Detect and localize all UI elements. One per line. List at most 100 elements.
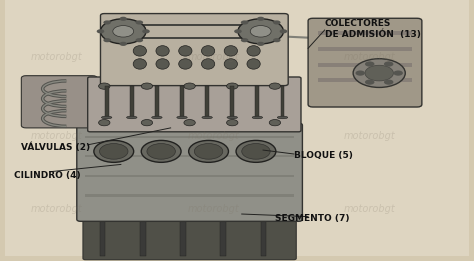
Ellipse shape — [177, 116, 187, 119]
Ellipse shape — [247, 59, 260, 69]
Ellipse shape — [252, 116, 263, 119]
Text: motorobgt: motorobgt — [344, 131, 396, 141]
Circle shape — [99, 120, 110, 126]
Ellipse shape — [101, 116, 112, 119]
Circle shape — [94, 140, 134, 162]
Circle shape — [257, 17, 264, 21]
Circle shape — [100, 19, 146, 44]
Bar — [100, 217, 105, 256]
Circle shape — [142, 29, 150, 33]
Bar — [318, 31, 412, 35]
Bar — [130, 86, 134, 117]
Circle shape — [136, 20, 143, 25]
Bar — [123, 37, 261, 39]
Text: motorobgt: motorobgt — [31, 131, 83, 141]
Text: VÁLVULAS (2): VÁLVULAS (2) — [21, 142, 91, 152]
Text: motorobgt: motorobgt — [344, 204, 396, 214]
Bar — [318, 47, 412, 51]
Bar — [255, 86, 259, 117]
Bar — [180, 217, 186, 256]
Text: motorobgt: motorobgt — [187, 131, 239, 141]
Ellipse shape — [133, 46, 146, 56]
Bar — [318, 78, 412, 82]
Circle shape — [250, 26, 271, 37]
Circle shape — [141, 140, 181, 162]
Circle shape — [103, 20, 111, 25]
Circle shape — [273, 38, 281, 42]
FancyBboxPatch shape — [77, 123, 302, 221]
Text: motorobgt: motorobgt — [187, 204, 239, 214]
Text: COLECTORES
DE ADMISIÓN  (13): COLECTORES DE ADMISIÓN (13) — [325, 19, 420, 39]
Ellipse shape — [133, 59, 146, 69]
Circle shape — [269, 120, 281, 126]
FancyBboxPatch shape — [308, 18, 422, 107]
Text: motorobgt: motorobgt — [344, 52, 396, 62]
Circle shape — [136, 38, 143, 42]
Ellipse shape — [277, 116, 288, 119]
Circle shape — [141, 120, 153, 126]
Circle shape — [119, 17, 127, 21]
Circle shape — [273, 20, 281, 25]
Ellipse shape — [179, 59, 192, 69]
Circle shape — [234, 29, 242, 33]
Circle shape — [227, 83, 238, 89]
Circle shape — [103, 38, 111, 42]
Circle shape — [269, 83, 281, 89]
Ellipse shape — [179, 46, 192, 56]
Text: CILINDRO (4): CILINDRO (4) — [14, 171, 81, 180]
Bar — [155, 86, 159, 117]
Bar — [281, 86, 284, 117]
Ellipse shape — [227, 116, 237, 119]
Ellipse shape — [127, 116, 137, 119]
Circle shape — [365, 61, 374, 67]
Circle shape — [384, 80, 393, 85]
Ellipse shape — [224, 46, 237, 56]
Bar — [85, 194, 294, 197]
Bar — [105, 86, 109, 117]
Text: SEGMENTO (7): SEGMENTO (7) — [275, 214, 349, 223]
Circle shape — [238, 19, 283, 44]
Circle shape — [189, 140, 228, 162]
Bar — [220, 217, 226, 256]
Circle shape — [119, 42, 127, 46]
Circle shape — [227, 120, 238, 126]
Circle shape — [384, 61, 393, 67]
Circle shape — [236, 140, 276, 162]
Circle shape — [280, 29, 287, 33]
Ellipse shape — [224, 59, 237, 69]
Ellipse shape — [201, 46, 215, 56]
Bar — [140, 217, 146, 256]
Bar — [205, 86, 209, 117]
Text: motorobgt: motorobgt — [31, 52, 83, 62]
Ellipse shape — [156, 46, 169, 56]
Bar — [230, 86, 234, 117]
Circle shape — [356, 70, 365, 76]
Bar — [85, 175, 294, 177]
Bar — [123, 24, 261, 26]
Circle shape — [147, 144, 175, 159]
Circle shape — [257, 42, 264, 46]
Bar — [318, 63, 412, 67]
Circle shape — [113, 26, 134, 37]
Bar — [85, 136, 294, 138]
Ellipse shape — [152, 116, 162, 119]
Circle shape — [141, 83, 153, 89]
Circle shape — [365, 80, 374, 85]
Bar — [85, 155, 294, 157]
Circle shape — [100, 144, 128, 159]
Ellipse shape — [156, 59, 169, 69]
FancyBboxPatch shape — [88, 77, 301, 132]
Ellipse shape — [247, 46, 260, 56]
Ellipse shape — [202, 116, 212, 119]
FancyBboxPatch shape — [100, 14, 288, 86]
Ellipse shape — [201, 59, 215, 69]
Circle shape — [353, 59, 405, 87]
Bar — [261, 217, 266, 256]
Circle shape — [241, 20, 248, 25]
Circle shape — [242, 144, 270, 159]
Bar — [180, 86, 184, 117]
FancyBboxPatch shape — [21, 76, 97, 128]
Circle shape — [97, 29, 104, 33]
Text: BLOQUE (5): BLOQUE (5) — [294, 151, 353, 160]
FancyArrow shape — [284, 35, 312, 39]
